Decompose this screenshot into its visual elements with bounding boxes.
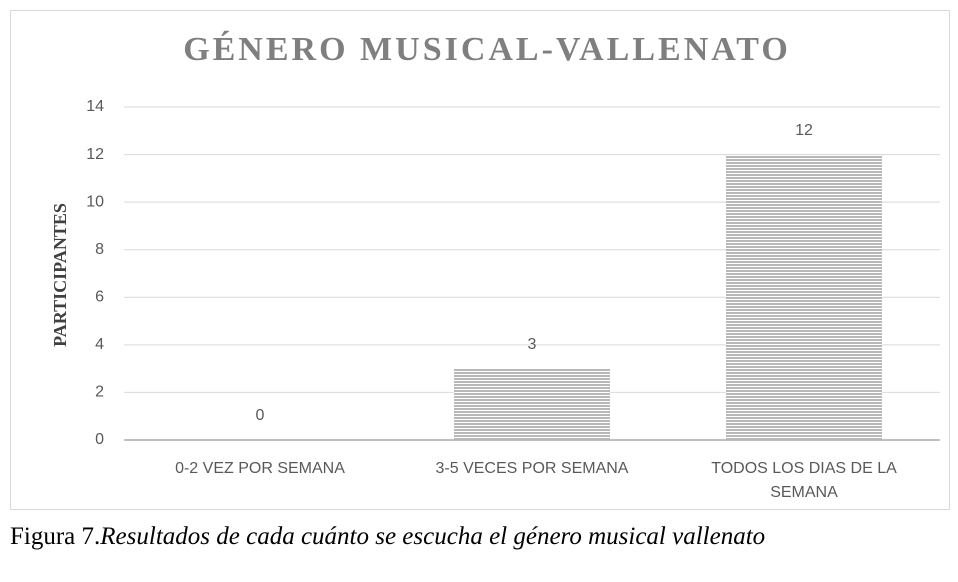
data-label: 3 bbox=[528, 336, 537, 353]
caption-label: Figura 7. bbox=[10, 523, 101, 550]
chart: GÉNERO MUSICAL-VALLENATO PARTICIPANTES 0… bbox=[10, 10, 950, 510]
y-tick-label: 6 bbox=[95, 289, 104, 306]
y-tick-label: 4 bbox=[95, 336, 104, 353]
data-label: 12 bbox=[795, 122, 813, 139]
caption-text: Resultados de cada cuánto se escucha el … bbox=[100, 523, 766, 550]
chart-title: GÉNERO MUSICAL-VALLENATO bbox=[183, 31, 791, 68]
y-tick-label: 8 bbox=[95, 241, 104, 258]
y-tick-label: 12 bbox=[86, 146, 104, 163]
y-axis-label: PARTICIPANTES bbox=[50, 203, 70, 347]
x-tick-label: 3-5 VECES POR SEMANA bbox=[436, 460, 629, 477]
y-tick-label: 14 bbox=[86, 98, 104, 115]
data-label: 0 bbox=[256, 407, 265, 424]
y-tick-label: 0 bbox=[95, 431, 104, 448]
bar bbox=[726, 154, 882, 441]
x-tick-label: 0-2 VEZ POR SEMANA bbox=[175, 460, 345, 477]
figure-caption: Figura 7.Resultados de cada cuánto se es… bbox=[10, 522, 910, 552]
y-tick-label: 10 bbox=[86, 193, 104, 210]
y-tick-label: 2 bbox=[95, 384, 104, 401]
bar bbox=[454, 368, 610, 440]
x-tick-label: TODOS LOS DIAS DE LA SEMANA bbox=[711, 460, 897, 501]
